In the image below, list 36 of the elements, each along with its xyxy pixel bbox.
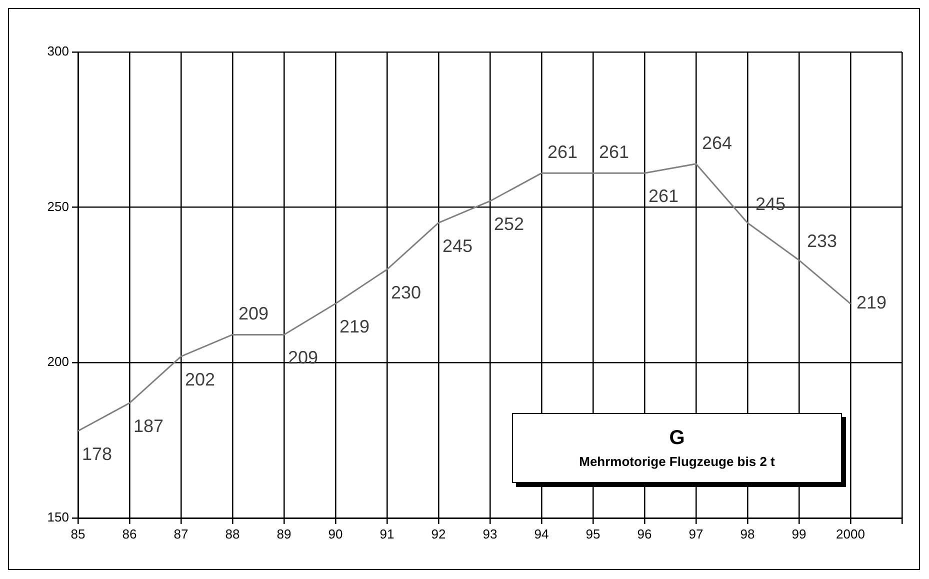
x-tick-label: 2000 (836, 526, 865, 542)
x-tick-label: 99 (792, 526, 806, 542)
data-label: 233 (807, 231, 838, 252)
data-label: 178 (82, 444, 112, 464)
x-tick-label: 96 (637, 526, 652, 542)
data-label: 202 (185, 369, 216, 390)
data-label: 219 (856, 292, 887, 313)
y-tick-label: 150 (47, 510, 69, 525)
x-tick-label: 94 (534, 526, 549, 542)
data-label: 261 (648, 186, 679, 206)
annotation: Mehrmotorige Flugzeuge bis 2 t (578, 454, 776, 470)
data-label: 252 (494, 214, 524, 234)
x-tick-label: 92 (431, 526, 446, 542)
annotation: G (668, 426, 686, 450)
data-label: 264 (702, 132, 732, 153)
data-label: 261 (548, 142, 578, 162)
data-label: 261 (599, 142, 630, 162)
data-label: 209 (238, 304, 269, 324)
x-tick-label: 89 (276, 526, 292, 542)
x-tick-label: 87 (174, 526, 188, 542)
x-tick-label: 85 (70, 526, 86, 542)
x-tick-label: 93 (482, 526, 498, 542)
data-label: 219 (340, 316, 370, 337)
y-tick-label: 200 (47, 354, 69, 370)
x-tick-label: 90 (328, 526, 343, 542)
y-tick-label: 250 (47, 198, 69, 214)
data-label: 187 (134, 416, 164, 436)
x-tick-label: 88 (225, 526, 240, 542)
x-tick-label: 97 (688, 526, 704, 542)
x-tick-label: 95 (586, 526, 600, 542)
x-tick-label: 86 (122, 526, 137, 542)
data-label: 230 (391, 282, 422, 302)
x-tick-label: 91 (380, 526, 394, 542)
data-label: 245 (442, 236, 473, 256)
x-tick-label: 98 (740, 526, 755, 542)
y-tick-label: 300 (47, 44, 69, 59)
